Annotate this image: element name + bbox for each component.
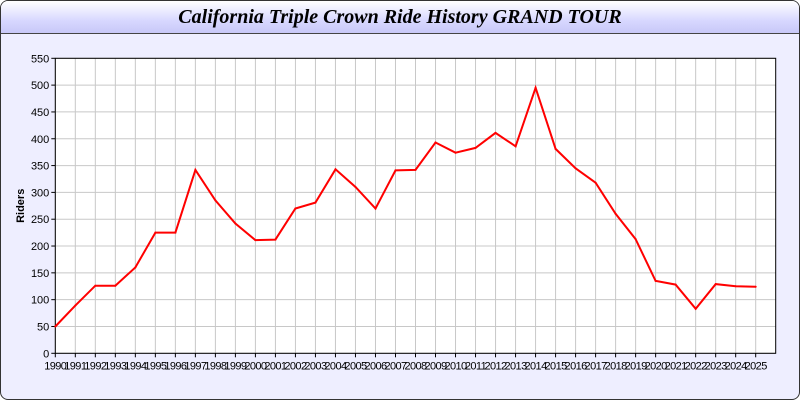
y-tick-label: 450 <box>31 107 49 119</box>
x-tick-label: 2011 <box>465 360 487 372</box>
data-point <box>475 147 477 149</box>
data-point <box>174 232 176 234</box>
x-tick-label: 2010 <box>444 360 467 372</box>
y-tick-label: 300 <box>31 187 49 199</box>
data-point <box>415 169 417 171</box>
x-tick-label: 2025 <box>745 360 768 372</box>
y-tick-label: 150 <box>31 268 49 280</box>
data-point <box>735 285 737 287</box>
data-point <box>274 239 276 241</box>
y-tick-label: 400 <box>31 134 49 146</box>
y-tick-label: 550 <box>31 53 49 65</box>
data-point <box>394 169 396 171</box>
y-tick-label: 500 <box>31 80 49 92</box>
y-tick-label: 200 <box>31 241 49 253</box>
data-point <box>354 186 356 188</box>
data-point <box>114 285 116 287</box>
y-tick-label: 50 <box>37 321 49 333</box>
data-point <box>675 284 677 286</box>
y-tick-label: 100 <box>31 295 49 307</box>
y-tick-label: 0 <box>43 348 49 360</box>
data-point <box>435 142 437 144</box>
data-point <box>134 266 136 268</box>
data-point <box>515 145 517 147</box>
data-point <box>194 169 196 171</box>
data-point <box>715 283 717 285</box>
data-point <box>455 152 457 154</box>
y-tick-label: 250 <box>31 214 49 226</box>
data-point <box>74 305 76 307</box>
data-point <box>495 132 497 134</box>
data-point <box>655 280 657 282</box>
data-point <box>374 207 376 209</box>
data-point <box>54 325 56 327</box>
data-point <box>334 168 336 170</box>
data-point <box>254 239 256 241</box>
data-point <box>294 207 296 209</box>
data-point <box>154 232 156 234</box>
data-point <box>314 202 316 204</box>
data-point <box>234 223 236 225</box>
data-point <box>214 199 216 201</box>
data-point <box>695 308 697 310</box>
y-tick-label: 350 <box>31 161 49 173</box>
data-point <box>94 285 96 287</box>
data-point <box>635 238 637 240</box>
data-point <box>595 182 597 184</box>
data-point <box>555 148 557 150</box>
data-point <box>575 167 577 169</box>
data-point <box>615 213 617 215</box>
data-point <box>535 87 537 89</box>
data-point <box>755 286 757 288</box>
y-axis-label: Riders <box>15 189 27 223</box>
